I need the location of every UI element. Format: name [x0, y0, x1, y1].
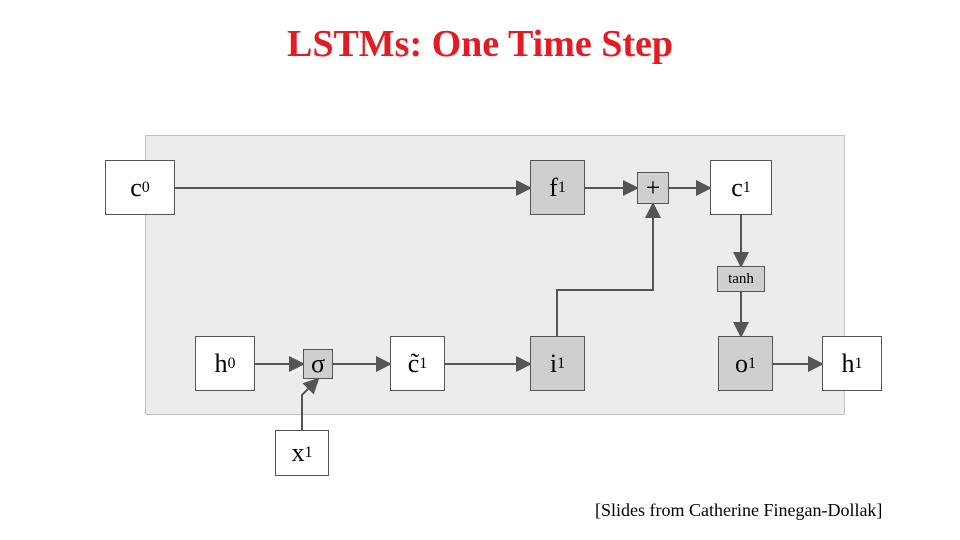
node-tanh: tanh [717, 266, 765, 292]
node-h0: h0 [195, 336, 255, 391]
slide-root: { "title": { "text": "LSTMs: One Time St… [0, 0, 960, 540]
node-c1: c1 [710, 160, 772, 215]
node-h1: h1 [822, 336, 882, 391]
node-i1: i1 [530, 336, 585, 391]
slide-credit: [Slides from Catherine Finegan-Dollak] [595, 500, 882, 521]
node-c0: c0 [105, 160, 175, 215]
node-o1: o1 [718, 336, 773, 391]
node-plus: + [637, 172, 669, 204]
node-sigma: σ [303, 349, 333, 379]
node-ct1: c̃1 [390, 336, 445, 391]
node-x1: x1 [275, 430, 329, 476]
node-f1: f1 [530, 160, 585, 215]
slide-title: LSTMs: One Time Step [0, 22, 960, 66]
